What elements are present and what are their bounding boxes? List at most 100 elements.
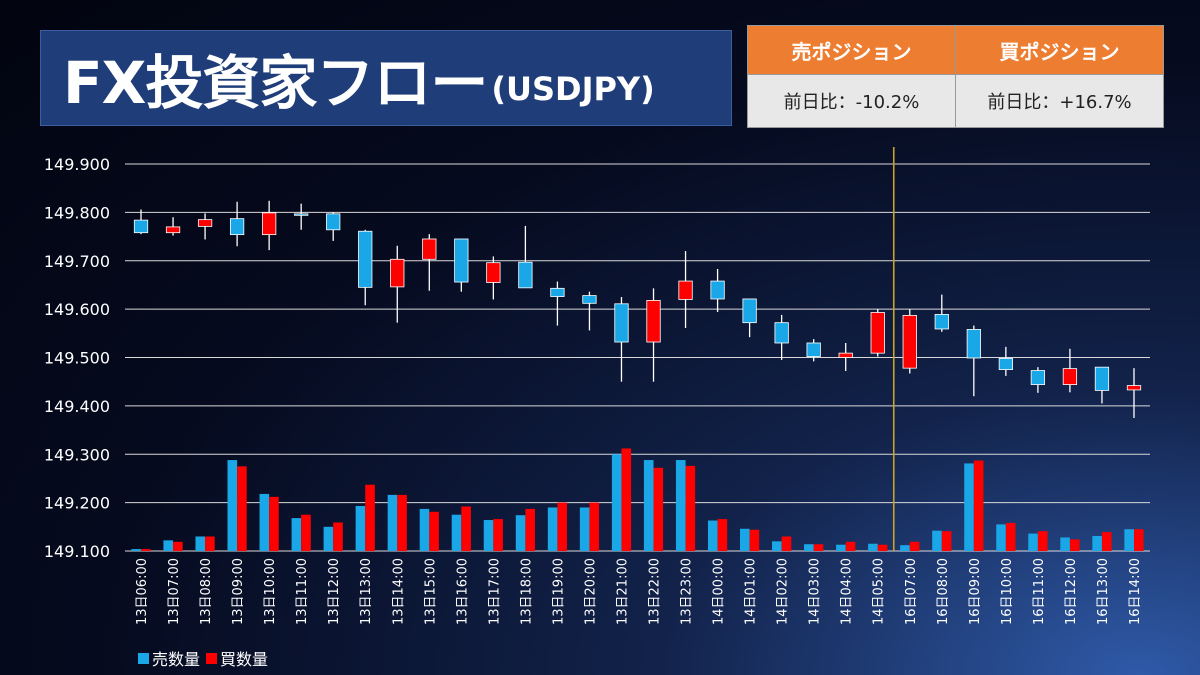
buy-volume-bar — [1005, 522, 1016, 551]
buy-volume-bar — [365, 484, 375, 551]
candle-body — [1062, 368, 1078, 385]
sell-volume-bar — [195, 536, 206, 551]
sell-volume-bar — [611, 454, 622, 551]
candle-body — [229, 218, 245, 236]
candle-body — [966, 329, 981, 359]
candle-body — [518, 261, 533, 289]
x-tick-label: 13日06:00 — [135, 558, 150, 625]
title-banner: FX投資家フロー (USDJPY) — [40, 30, 732, 126]
buy-volume-bar — [333, 522, 343, 551]
candle-body — [582, 295, 597, 304]
x-tick-label: 13日16:00 — [455, 558, 470, 625]
x-tick-label: 16日08:00 — [936, 558, 951, 625]
candle-body — [550, 287, 565, 297]
candle-body — [422, 238, 437, 260]
buy-volume-bar — [973, 460, 984, 551]
x-tick-label: 13日14:00 — [391, 558, 406, 625]
candle-body — [678, 280, 693, 300]
y-tick-label: 149.500 — [44, 349, 110, 368]
candle-body — [646, 300, 661, 343]
candle-body — [774, 322, 789, 344]
sell-volume-bar — [643, 460, 654, 551]
sell-volume-bar — [964, 463, 974, 551]
candle-body — [390, 258, 405, 288]
buy-volume-bar — [781, 536, 792, 551]
sell-volume-bar — [387, 494, 398, 551]
y-tick-label: 149.300 — [44, 445, 110, 464]
buy-volume-bar — [141, 549, 151, 551]
buy-volume-bar — [205, 536, 215, 551]
candle-body — [806, 342, 821, 357]
sell-volume-bar — [996, 524, 1006, 551]
candle-body — [902, 315, 917, 369]
buy-volume-bar — [429, 511, 439, 551]
sell-volume-bar — [131, 549, 142, 551]
buy-volume-bar — [525, 508, 535, 551]
y-tick-label: 149.200 — [44, 494, 110, 513]
sell-volume-bar — [868, 543, 878, 551]
buy-volume-bar — [845, 541, 856, 551]
x-tick-label: 16日07:00 — [904, 558, 919, 625]
candle-body — [710, 280, 725, 300]
sell-volume-bar — [836, 544, 846, 551]
buy-volume-bar — [1037, 531, 1048, 551]
x-tick-label: 13日11:00 — [295, 558, 310, 625]
x-tick-label: 13日15:00 — [423, 558, 438, 625]
x-tick-label: 14日04:00 — [840, 558, 855, 625]
legend-label-buy: 買数量 — [220, 650, 269, 669]
buy-volume-bar — [941, 531, 952, 551]
candle-body — [454, 238, 469, 283]
x-tick-label: 16日11:00 — [1032, 558, 1047, 625]
sell-volume-bar — [291, 518, 302, 551]
legend-item-buy: 買数量 — [206, 646, 268, 670]
x-tick-label: 13日07:00 — [167, 558, 182, 625]
buy-volume-bar — [269, 496, 279, 551]
sell-volume-bar — [259, 493, 270, 551]
x-tick-label: 14日00:00 — [712, 558, 727, 625]
x-tick-label: 13日08:00 — [199, 558, 214, 625]
legend-swatch-buy — [206, 652, 218, 664]
y-tick-label: 149.400 — [44, 397, 110, 416]
buy-volume-bar — [813, 544, 824, 551]
candle-body — [614, 303, 629, 343]
sell-volume-bar — [355, 506, 366, 551]
sell-volume-bar — [483, 520, 494, 551]
buy-volume-bar — [237, 466, 247, 551]
buy-volume-bar — [1069, 539, 1080, 551]
y-tick-label: 149.100 — [44, 542, 110, 561]
buy-volume-bar — [589, 502, 600, 551]
x-tick-label: 16日12:00 — [1064, 558, 1079, 625]
x-tick-label: 13日12:00 — [327, 558, 342, 625]
legend-item-sell: 売数量 — [138, 646, 200, 670]
y-tick-label: 149.900 — [44, 155, 110, 174]
buy-volume-bar — [173, 541, 183, 551]
candle-body — [358, 230, 373, 288]
x-tick-label: 13日19:00 — [551, 558, 566, 625]
legend-swatch-sell — [138, 652, 149, 664]
x-tick-label: 13日21:00 — [615, 558, 630, 625]
x-tick-label: 14日05:00 — [872, 558, 887, 625]
x-tick-label: 14日03:00 — [808, 558, 823, 625]
candle-body — [133, 219, 149, 234]
buy-volume-bar — [397, 494, 407, 551]
sell-volume-bar — [579, 507, 590, 551]
candle-body — [262, 212, 277, 236]
currency-pair: (USDJPY) — [491, 70, 655, 108]
buy-volume-bar — [493, 519, 503, 551]
buy-volume-bar — [685, 465, 696, 551]
candle-body — [934, 314, 949, 330]
buy-volume-bar — [749, 529, 760, 551]
sell-volume-bar — [1060, 537, 1070, 551]
buy-volume-bar — [653, 467, 664, 551]
x-tick-label: 13日22:00 — [648, 558, 663, 625]
sell-position-header: 売ポジション — [747, 25, 956, 75]
sell-volume-bar — [675, 460, 686, 551]
candle-body — [838, 352, 853, 358]
y-tick-label: 149.800 — [44, 203, 110, 222]
sell-volume-bar — [772, 541, 782, 551]
x-tick-label: 16日13:00 — [1096, 558, 1111, 625]
sell-volume-bar — [1124, 529, 1134, 551]
sell-volume-bar — [515, 515, 526, 551]
y-tick-label: 149.600 — [44, 300, 110, 319]
candle-body — [998, 358, 1013, 370]
